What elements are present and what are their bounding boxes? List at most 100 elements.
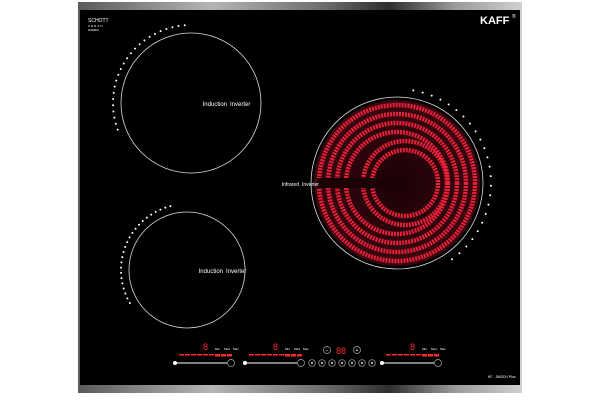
- zone-indicator-dot: [451, 258, 454, 261]
- timer-plus-button[interactable]: [353, 346, 361, 354]
- power-level-bar[interactable]: [197, 354, 202, 356]
- zone-indicator-dot: [479, 138, 482, 141]
- model-label: KF - SM3CH Plus: [488, 375, 516, 379]
- power-level-bar[interactable]: [209, 354, 214, 356]
- zone-indicator-dot: [143, 39, 146, 42]
- zone-indicator-dot: [487, 203, 490, 206]
- power-level-bar[interactable]: [404, 354, 409, 356]
- zone-indicator-dot: [120, 266, 123, 269]
- power-level-bar[interactable]: [249, 354, 254, 356]
- zone-indicator-dot: [421, 91, 424, 94]
- plus-icon: +: [356, 348, 359, 354]
- timer-icon-glyph: [360, 361, 364, 365]
- zone-indicator-dot: [458, 252, 461, 255]
- zone-outline: [120, 32, 262, 174]
- power-level-bar[interactable]: [428, 354, 433, 357]
- power-level-bar[interactable]: [221, 354, 226, 357]
- power-level-bar[interactable]: [434, 354, 439, 357]
- zone-indicator-dot: [126, 241, 129, 244]
- power-level-bar[interactable]: [285, 354, 290, 357]
- zone-control-2[interactable]: 8 Min Med Max: [243, 342, 309, 367]
- zone-indicator-dot: [153, 32, 156, 35]
- power-level-bar[interactable]: [291, 354, 296, 357]
- zone-indicator-dot: [455, 109, 458, 112]
- slider-handle[interactable]: [380, 361, 384, 365]
- glass-brand-sub: CERAN: [88, 24, 104, 28]
- registered-mark: ®: [512, 13, 516, 20]
- timer-icon[interactable]: [358, 359, 366, 367]
- level-label: Max: [303, 347, 309, 351]
- power-level-bar[interactable]: [179, 354, 184, 356]
- zone-indicator-dot: [150, 213, 153, 216]
- power-level-bar[interactable]: [422, 354, 427, 357]
- timer-minus-button[interactable]: [323, 346, 331, 354]
- zone-indicator-dot: [462, 115, 465, 118]
- timer-control[interactable]: − 88 +: [323, 346, 361, 356]
- power-level-bar[interactable]: [416, 354, 421, 356]
- zone-indicator-dot: [169, 205, 172, 208]
- kaff-logo: KAFF: [480, 15, 510, 27]
- power-level-bar[interactable]: [386, 354, 391, 356]
- zone-indicator-dot: [468, 122, 471, 125]
- zone-indicator-dot: [128, 302, 131, 304]
- level-label: Min: [422, 347, 427, 351]
- power-level-bar[interactable]: [185, 354, 190, 356]
- dual-zone-icon[interactable]: [434, 359, 442, 367]
- power-icon[interactable]: [338, 359, 346, 367]
- keep-warm-icon[interactable]: [348, 359, 356, 367]
- zone-indicator-dot: [122, 287, 125, 290]
- power-level-bar[interactable]: [261, 354, 266, 356]
- zone-indicator-dot: [129, 52, 132, 55]
- boost-icon-glyph: [330, 361, 334, 365]
- cooking-zone-2[interactable]: Induction Inverter: [120, 205, 246, 329]
- zone-indicator-dot: [112, 110, 115, 113]
- zone-indicator-dot: [489, 184, 492, 187]
- zone-indicator-dot: [112, 91, 115, 94]
- zone-indicator-dot: [121, 282, 124, 285]
- zone-indicator-dot: [119, 68, 122, 71]
- coil-gap: [317, 178, 407, 188]
- zone-indicator-dot: [489, 194, 492, 197]
- power-level-bar[interactable]: [297, 354, 302, 357]
- zone-label-inverter: Inverter: [302, 182, 319, 188]
- power-level-bar[interactable]: [215, 354, 220, 357]
- zone-indicator-dot: [134, 47, 137, 50]
- power-icon-glyph: [340, 361, 344, 365]
- cooking-zone-3[interactable]: Infrared Inverter: [282, 89, 492, 270]
- zone-indicator-dot: [124, 245, 127, 248]
- child-lock-icon[interactable]: [368, 359, 376, 367]
- zone-control-3[interactable]: 8 Min Med Max: [380, 342, 446, 367]
- power-level-bar[interactable]: [392, 354, 397, 356]
- power-level-bar[interactable]: [227, 354, 232, 357]
- zone-indicator-dot: [476, 230, 479, 233]
- slider-handle[interactable]: [243, 361, 247, 365]
- zone-indicator-dot: [439, 98, 442, 101]
- keep-warm-icon-glyph: [350, 361, 354, 365]
- zone-indicator-dot: [112, 98, 115, 101]
- zone-control-1[interactable]: 8 Min Med Max: [173, 342, 239, 367]
- power-level-bar[interactable]: [279, 354, 284, 356]
- zone-label-type: Induction: [203, 102, 227, 108]
- lock-icon[interactable]: [308, 359, 316, 367]
- zone-outline: [310, 96, 484, 270]
- dual-zone-icon[interactable]: [297, 359, 305, 367]
- dual-zone-icon[interactable]: [227, 359, 235, 367]
- glass-brand-code: FINEBOX: [88, 29, 99, 32]
- zone-indicator-dot: [126, 57, 129, 60]
- power-level-bar[interactable]: [203, 354, 208, 356]
- zone-power-display: 8: [203, 342, 208, 352]
- pause-icon[interactable]: [318, 359, 326, 367]
- zone-indicator-dot: [412, 89, 415, 92]
- power-level-bar[interactable]: [267, 354, 272, 356]
- power-level-bar[interactable]: [273, 354, 278, 356]
- slider-handle[interactable]: [173, 361, 177, 365]
- power-level-bar[interactable]: [255, 354, 260, 356]
- power-level-bar[interactable]: [191, 354, 196, 356]
- zone-indicator-dot: [154, 210, 157, 213]
- child-lock-icon-glyph: [370, 361, 374, 365]
- power-level-bar[interactable]: [410, 354, 415, 356]
- cooking-zone-1[interactable]: Induction Inverter: [112, 24, 262, 174]
- boost-icon[interactable]: [328, 359, 336, 367]
- zone-indicator-dot: [131, 231, 134, 234]
- power-level-bar[interactable]: [398, 354, 403, 356]
